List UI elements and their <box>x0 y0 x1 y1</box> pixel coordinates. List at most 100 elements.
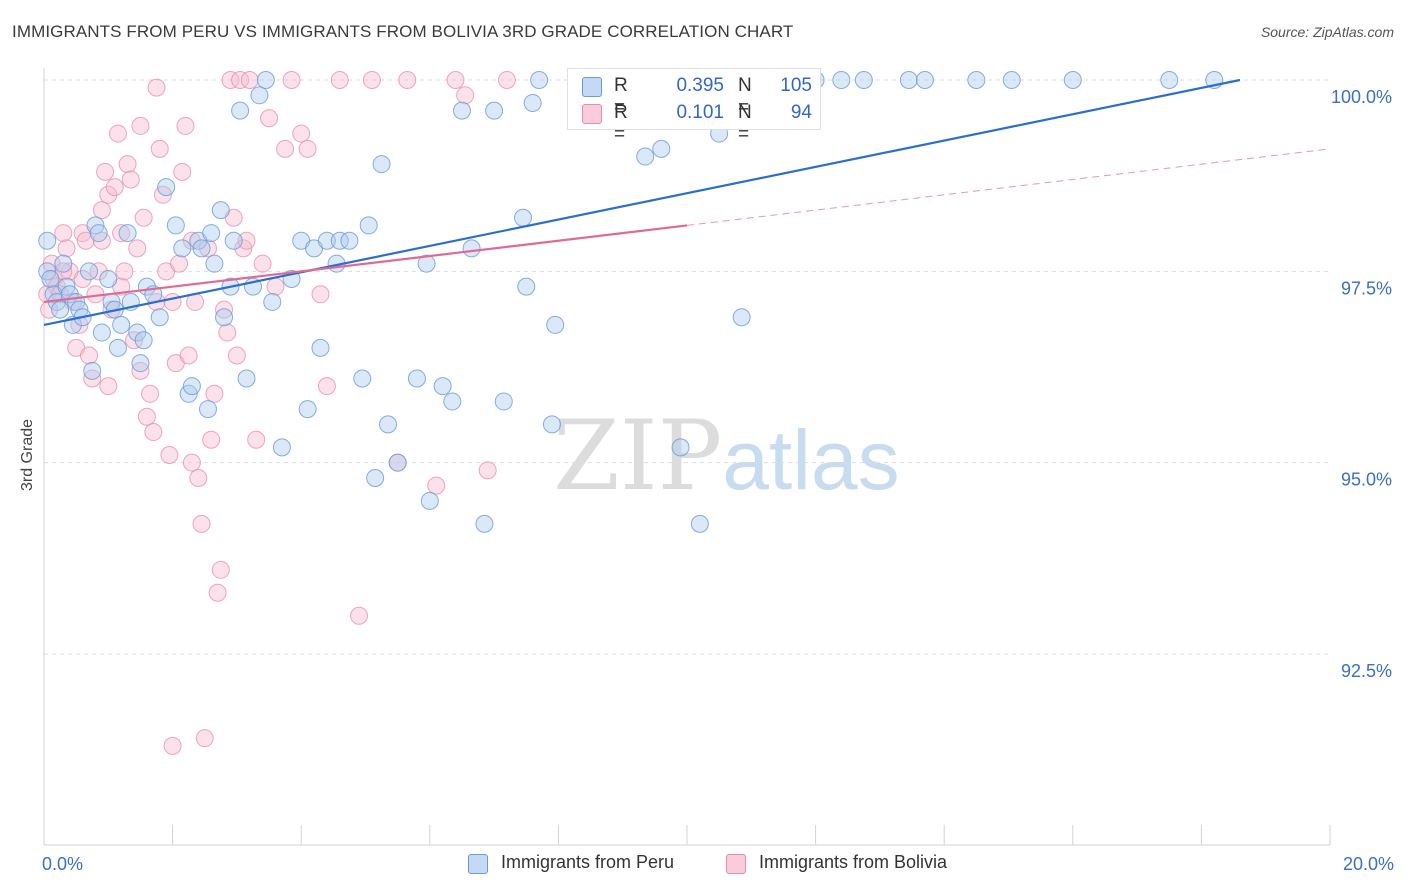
peru-point <box>340 231 359 250</box>
peru-point <box>330 231 349 250</box>
trend-layer <box>43 78 1331 326</box>
peru-point <box>1160 71 1179 89</box>
peru-point <box>134 331 153 350</box>
bolivia-point <box>112 224 131 243</box>
bolivia-point <box>398 71 417 89</box>
points-bolivia <box>38 71 516 755</box>
bolivia-point <box>282 71 301 89</box>
bolivia-point <box>99 377 118 396</box>
points-peru <box>38 71 1224 533</box>
bolivia-point <box>96 162 115 181</box>
peru-legend-swatch-icon <box>468 854 488 874</box>
bolivia-point <box>231 71 250 89</box>
peru-point <box>915 71 934 89</box>
chart-source: Source: ZipAtlas.com <box>1260 24 1394 40</box>
peru-point <box>256 71 275 89</box>
bolivia-point <box>192 514 211 533</box>
bolivia-point <box>298 139 317 158</box>
peru-point <box>690 514 709 533</box>
peru-point <box>407 369 426 388</box>
bolivia-point <box>317 377 336 396</box>
peru-r-label: R = <box>614 75 628 118</box>
peru-point <box>198 400 217 419</box>
bolivia-point <box>182 231 201 250</box>
bolivia-legend-label: Immigrants from Bolivia <box>759 852 948 872</box>
bolivia-point <box>350 606 369 625</box>
bolivia-n-value: 94 <box>790 102 812 123</box>
peru-point <box>379 415 398 434</box>
peru-point <box>112 315 131 334</box>
chart-title: IMMIGRANTS FROM PERU VS IMMIGRANTS FROM … <box>12 22 794 41</box>
y-tick-label: 95.0% <box>1341 470 1392 490</box>
peru-point <box>475 514 494 533</box>
bolivia-point <box>260 109 279 128</box>
peru-point <box>131 354 150 373</box>
bolivia-r-value: 0.101 <box>676 102 724 123</box>
peru-point <box>157 178 176 197</box>
peru-point <box>494 392 513 411</box>
bolivia-point <box>57 239 76 258</box>
bolivia-point <box>137 407 156 426</box>
peru-point <box>514 208 533 227</box>
bolivia-point <box>83 369 102 388</box>
peru-point <box>272 438 291 457</box>
peru-point <box>1002 71 1021 89</box>
bolivia-n-label: N = <box>738 102 752 145</box>
bolivia-swatch-icon <box>582 104 602 124</box>
bolivia-point <box>89 262 108 281</box>
peru-point <box>485 101 504 120</box>
bolivia-point <box>173 162 192 181</box>
correlation-legend: R = 0.395 N = 105 R = 0.101 N = 94 <box>567 68 821 145</box>
bolivia-point <box>150 139 169 158</box>
peru-n-label: N = <box>738 75 752 118</box>
bolivia-point <box>118 155 137 174</box>
bolivia-point <box>128 239 147 258</box>
peru-swatch-icon <box>582 77 602 97</box>
peru-point <box>523 93 542 112</box>
bolivia-point <box>292 124 311 143</box>
peru-point <box>353 369 372 388</box>
bolivia-point <box>163 292 182 311</box>
peru-point <box>417 254 436 273</box>
bolivia-point <box>497 71 516 89</box>
bolivia-point <box>134 208 153 227</box>
peru-point <box>652 139 671 158</box>
bolivia-point <box>237 231 256 250</box>
bolivia-point <box>227 346 246 365</box>
bolivia-point <box>247 430 266 449</box>
peru-point <box>41 269 60 288</box>
peru-legend-label: Immigrants from Peru <box>501 852 675 872</box>
peru-point <box>118 224 137 243</box>
peru-point <box>433 377 452 396</box>
peru-point <box>215 308 234 327</box>
bolivia-point <box>240 71 259 89</box>
peru-point <box>732 308 751 327</box>
peru-point <box>224 231 243 250</box>
peru-trend-line <box>43 78 1241 326</box>
y-tick-label: 100.0% <box>1331 87 1392 107</box>
bolivia-point <box>115 262 134 281</box>
peru-point <box>237 369 256 388</box>
peru-point <box>530 71 549 89</box>
bolivia-trend-extension <box>686 148 1331 226</box>
peru-point <box>250 86 269 105</box>
peru-n-value: 105 <box>780 75 812 96</box>
bolivia-point <box>99 185 118 204</box>
bolivia-point <box>131 361 150 380</box>
tick-label-layer: 92.5% 95.0% 97.5% 100.0% 0.0% 20.0% <box>42 87 1394 874</box>
bolivia-point <box>208 583 227 602</box>
peru-point <box>636 147 655 166</box>
peru-point <box>317 231 336 250</box>
peru-point <box>452 101 471 120</box>
bolivia-point <box>202 430 221 449</box>
peru-point <box>211 201 230 220</box>
peru-point <box>967 71 986 89</box>
peru-point <box>671 438 690 457</box>
bolivia-point <box>211 560 230 579</box>
peru-point <box>166 216 185 235</box>
bolivia-trend-line <box>43 224 688 304</box>
bolivia-point <box>478 461 497 480</box>
bolivia-point <box>198 239 217 258</box>
bolivia-point <box>92 201 111 220</box>
